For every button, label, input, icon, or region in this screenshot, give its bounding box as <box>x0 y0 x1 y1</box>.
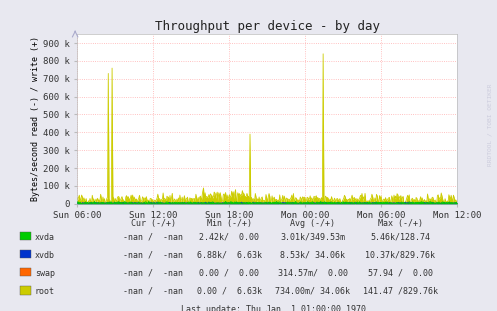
Text: 0.00 /  0.00: 0.00 / 0.00 <box>199 269 259 278</box>
Text: -nan /  -nan: -nan / -nan <box>123 287 183 296</box>
Text: RRDTOOL / TOBI OETIKER: RRDTOOL / TOBI OETIKER <box>487 83 492 166</box>
Text: xvda: xvda <box>35 233 55 242</box>
Text: xvdb: xvdb <box>35 251 55 260</box>
Text: 10.37k/829.76k: 10.37k/829.76k <box>365 251 435 260</box>
Text: 734.00m/ 34.06k: 734.00m/ 34.06k <box>275 287 350 296</box>
Text: 141.47 /829.76k: 141.47 /829.76k <box>363 287 438 296</box>
Text: swap: swap <box>35 269 55 278</box>
Title: Throughput per device - by day: Throughput per device - by day <box>155 20 380 33</box>
Text: Max (-/+): Max (-/+) <box>378 219 423 228</box>
Text: Min (-/+): Min (-/+) <box>207 219 251 228</box>
Text: 3.01k/349.53m: 3.01k/349.53m <box>280 233 345 242</box>
Text: -nan /  -nan: -nan / -nan <box>123 269 183 278</box>
Text: 314.57m/  0.00: 314.57m/ 0.00 <box>278 269 348 278</box>
Text: Cur (-/+): Cur (-/+) <box>131 219 175 228</box>
Text: Avg (-/+): Avg (-/+) <box>290 219 335 228</box>
Text: root: root <box>35 287 55 296</box>
Y-axis label: Bytes/second read (-) / write (+): Bytes/second read (-) / write (+) <box>31 36 40 202</box>
Text: 57.94 /  0.00: 57.94 / 0.00 <box>368 269 433 278</box>
Text: 0.00 /  6.63k: 0.00 / 6.63k <box>197 287 261 296</box>
Text: Last update: Thu Jan  1 01:00:00 1970: Last update: Thu Jan 1 01:00:00 1970 <box>181 305 366 311</box>
Text: 8.53k/ 34.06k: 8.53k/ 34.06k <box>280 251 345 260</box>
Text: 6.88k/  6.63k: 6.88k/ 6.63k <box>197 251 261 260</box>
Text: 5.46k/128.74: 5.46k/128.74 <box>370 233 430 242</box>
Text: 2.42k/  0.00: 2.42k/ 0.00 <box>199 233 259 242</box>
Text: -nan /  -nan: -nan / -nan <box>123 233 183 242</box>
Text: -nan /  -nan: -nan / -nan <box>123 251 183 260</box>
